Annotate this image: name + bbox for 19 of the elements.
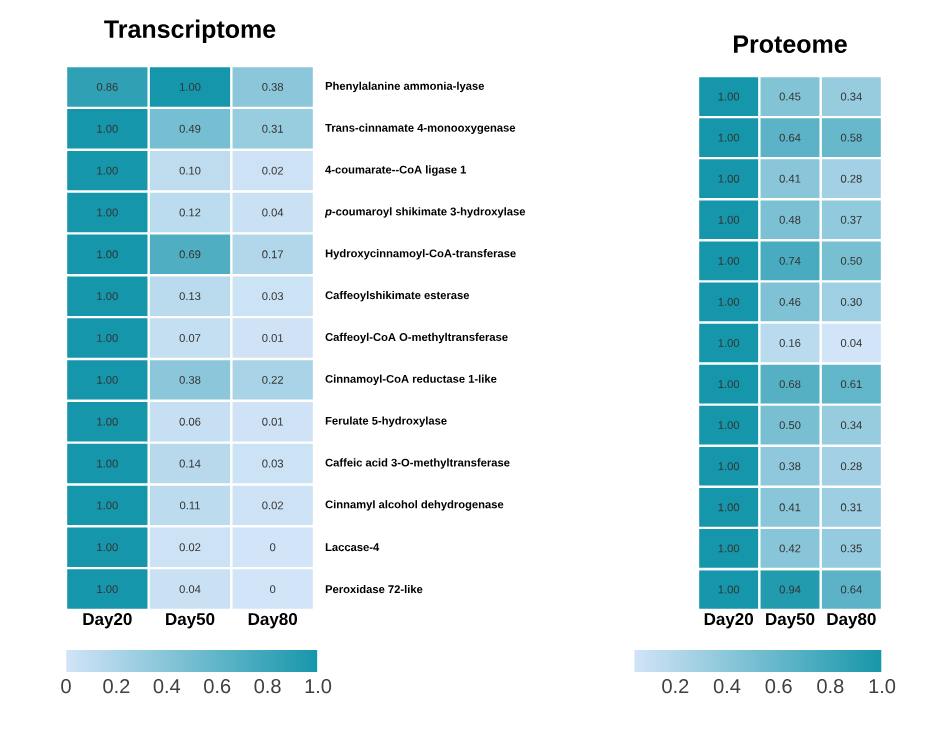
color-bar-label: 0 [61, 679, 71, 694]
chart-title: Transcriptome [104, 19, 276, 43]
x-tick-label: Day20 [83, 613, 132, 629]
x-tick-label: Day80 [248, 613, 297, 629]
color-bar-label: 1.0 [869, 679, 896, 694]
x-tick-label: Day50 [766, 613, 815, 629]
color-bar-label: 0.6 [204, 679, 231, 694]
x-tick-label: Day80 [827, 613, 876, 629]
color-bar-label: 1.0 [305, 679, 332, 694]
x-tick-label: Day50 [166, 613, 215, 629]
color-bar-label: 0.8 [254, 679, 281, 694]
color-bar-label: 0.6 [765, 679, 792, 694]
color-bar-label: 0.8 [817, 679, 844, 694]
color-bar-label: 0.2 [103, 679, 130, 694]
color-bar-label: 0.2 [662, 679, 689, 694]
x-tick-label: Day20 [704, 613, 754, 629]
color-bar-label: 0.4 [153, 679, 181, 694]
color-bar-label: 0.4 [713, 679, 741, 694]
chart-title: Proteome [734, 35, 847, 53]
